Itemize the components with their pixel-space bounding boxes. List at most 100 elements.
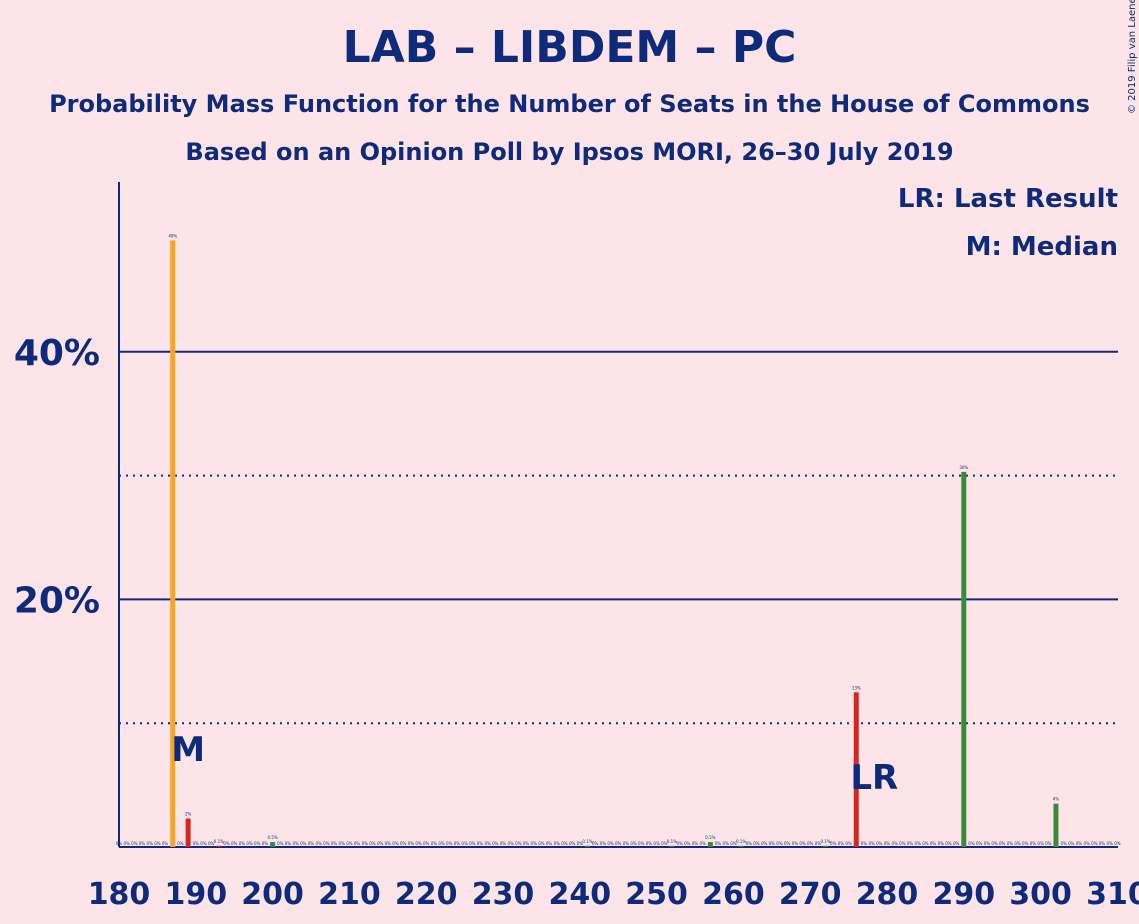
y-tick-label: 40%	[14, 333, 100, 374]
zero-bar-label: 0%	[124, 841, 131, 846]
zero-bar-label: 0%	[922, 841, 929, 846]
x-tick-label: 250	[625, 877, 688, 912]
zero-bar-label: 0%	[508, 841, 515, 846]
zero-bar-label: 0%	[868, 841, 875, 846]
zero-bar-label: 0%	[392, 841, 399, 846]
x-tick-label: 310	[1086, 877, 1139, 912]
zero-bar-label: 0%	[600, 841, 607, 846]
zero-bar-label: 0%	[607, 841, 614, 846]
zero-bar-label: 0%	[715, 841, 722, 846]
pmf-bar	[270, 842, 276, 847]
x-tick-label: 290	[932, 877, 995, 912]
zero-bar-label: 0%	[277, 841, 284, 846]
zero-bar-label: 0%	[930, 841, 937, 846]
zero-bar-label: 0%	[515, 841, 522, 846]
zero-bar-label: 0%	[469, 841, 476, 846]
zero-bar-label: 0%	[231, 841, 238, 846]
zero-bar-label: 0%	[492, 841, 499, 846]
zero-bar-label: 0%	[200, 841, 207, 846]
pmf-bar	[961, 471, 967, 847]
zero-bar-label: 0%	[984, 841, 991, 846]
zero-bar-label: 0%	[438, 841, 445, 846]
zero-bar-label: 0%	[254, 841, 261, 846]
zero-bar-label: 0%	[554, 841, 561, 846]
bar-value-label: 0.1%	[820, 839, 830, 844]
pmf-bar	[170, 240, 176, 847]
x-tick-label: 190	[164, 877, 227, 912]
bar-value-label: 30%	[959, 465, 968, 470]
zero-bar-label: 0%	[838, 841, 845, 846]
zero-bar-label: 0%	[1068, 841, 1075, 846]
zero-bar-label: 0%	[362, 841, 369, 846]
zero-bar-label: 0%	[408, 841, 415, 846]
legend-median: M: Median	[965, 232, 1118, 262]
zero-bar-label: 0%	[945, 841, 952, 846]
zero-bar-label: 0%	[285, 841, 292, 846]
zero-bar-label: 0%	[1037, 841, 1044, 846]
zero-bar-label: 0%	[162, 841, 169, 846]
median-marker: M	[171, 730, 205, 770]
zero-bar-label: 0%	[477, 841, 484, 846]
zero-bar-label: 0%	[154, 841, 161, 846]
zero-bar-label: 0%	[546, 841, 553, 846]
zero-bar-label: 0%	[331, 841, 338, 846]
zero-bar-label: 0%	[354, 841, 361, 846]
zero-bar-label: 0%	[262, 841, 269, 846]
zero-bar-label: 0%	[246, 841, 253, 846]
zero-bar-label: 0%	[845, 841, 852, 846]
x-tick-label: 240	[548, 877, 611, 912]
zero-bar-label: 0%	[577, 841, 584, 846]
zero-bar-label: 0%	[684, 841, 691, 846]
zero-bar-label: 0%	[899, 841, 906, 846]
zero-bar-label: 0%	[968, 841, 975, 846]
x-tick-label: 200	[241, 877, 304, 912]
zero-bar-label: 0%	[385, 841, 392, 846]
zero-bar-label: 0%	[346, 841, 353, 846]
zero-bar-label: 0%	[147, 841, 154, 846]
zero-bar-label: 0%	[431, 841, 438, 846]
bar-value-label: 0.1%	[582, 839, 592, 844]
zero-bar-label: 0%	[377, 841, 384, 846]
zero-bar-label: 0%	[761, 841, 768, 846]
zero-bar-label: 0%	[638, 841, 645, 846]
zero-bar-label: 0%	[1114, 841, 1121, 846]
last-result-marker: LR	[850, 758, 898, 798]
zero-bar-label: 0%	[792, 841, 799, 846]
zero-bar-label: 0%	[339, 841, 346, 846]
zero-bar-label: 0%	[907, 841, 914, 846]
x-tick-label: 230	[472, 877, 535, 912]
zero-bar-label: 0%	[884, 841, 891, 846]
zero-bar-label: 0%	[653, 841, 660, 846]
zero-bar-label: 0%	[323, 841, 330, 846]
zero-bar-label: 0%	[193, 841, 200, 846]
zero-bar-label: 0%	[561, 841, 568, 846]
zero-bar-label: 0%	[208, 841, 215, 846]
bar-value-label: 0.1%	[214, 839, 224, 844]
zero-bar-label: 0%	[308, 841, 315, 846]
zero-bar-label: 0%	[1107, 841, 1114, 846]
zero-bar-label: 0%	[1007, 841, 1014, 846]
y-tick-label: 20%	[14, 580, 100, 621]
zero-bar-label: 0%	[569, 841, 576, 846]
zero-bar-label: 0%	[876, 841, 883, 846]
x-tick-label: 180	[88, 877, 151, 912]
zero-bar-label: 0%	[953, 841, 960, 846]
zero-bar-label: 0%	[461, 841, 468, 846]
legend-last-result: LR: Last Result	[897, 184, 1118, 214]
zero-bar-label: 0%	[991, 841, 998, 846]
zero-bar-label: 0%	[692, 841, 699, 846]
zero-bar-label: 0%	[300, 841, 307, 846]
pmf-bar	[738, 845, 744, 847]
zero-bar-label: 0%	[531, 841, 538, 846]
zero-bar-label: 0%	[976, 841, 983, 846]
x-tick-label: 260	[702, 877, 765, 912]
zero-bar-label: 0%	[523, 841, 530, 846]
bar-value-label: 4%	[1053, 797, 1060, 802]
zero-bar-label: 0%	[139, 841, 146, 846]
zero-bar-label: 0%	[116, 841, 123, 846]
pmf-bar	[185, 818, 191, 847]
zero-bar-label: 0%	[1084, 841, 1091, 846]
zero-bar-label: 0%	[446, 841, 453, 846]
bar-value-label: 0.1%	[667, 839, 677, 844]
zero-bar-label: 0%	[1060, 841, 1067, 846]
